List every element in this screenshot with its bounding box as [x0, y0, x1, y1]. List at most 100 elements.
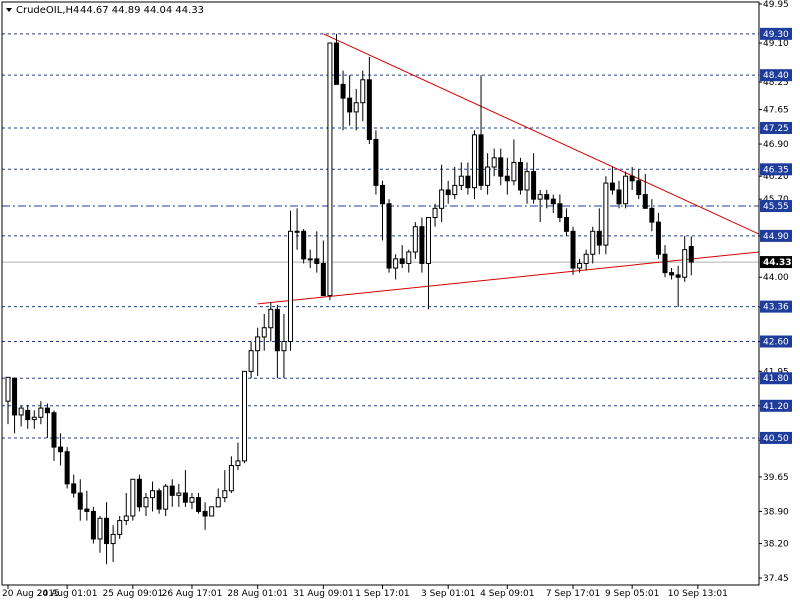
candle-body — [379, 184, 385, 205]
current-price-label: 44.33 — [763, 258, 791, 268]
candle-body — [616, 189, 622, 205]
trendline-support — [257, 251, 760, 305]
candle-body — [320, 262, 326, 297]
candle-body — [261, 327, 267, 338]
level-label-8: 41.80 — [763, 374, 789, 384]
candle-body — [511, 161, 517, 182]
candle-body — [209, 506, 215, 517]
level-badge-5 — [760, 229, 792, 242]
candle-body — [688, 245, 694, 263]
candle-body — [675, 274, 681, 278]
candle-body — [136, 478, 142, 508]
candle-body — [353, 102, 359, 113]
candle-body — [623, 175, 629, 205]
candle-body — [248, 350, 254, 372]
candle-body — [445, 189, 451, 196]
chart-header: CrudeOIL,H4 44.67 44.89 44.04 44.33 — [6, 5, 204, 16]
candle-body — [268, 308, 274, 329]
candle-body — [334, 42, 339, 85]
x-tick-label-6: 1 Sep 17:01 — [355, 589, 409, 599]
candle-body — [452, 184, 458, 196]
candle-body — [524, 171, 530, 191]
candle-body — [31, 416, 37, 421]
candle-body — [577, 262, 583, 269]
candle-body — [327, 42, 333, 297]
candle-body — [189, 497, 195, 503]
candle-body — [655, 221, 661, 255]
x-tick-label-1: 24 Aug 01:01 — [37, 589, 98, 599]
x-tick-label-0: 20 Aug 2015 — [2, 589, 60, 599]
x-tick-label-3: 26 Aug 17:01 — [162, 589, 223, 599]
candle-body — [669, 272, 675, 276]
candle-body — [583, 253, 589, 264]
y-tick-label-4: 46.90 — [763, 140, 789, 150]
level-badge-7 — [760, 335, 792, 348]
y-tick-label-0: 49.95 — [763, 0, 789, 10]
candle-body — [629, 175, 635, 182]
candle-body — [110, 533, 116, 545]
level-label-6: 43.36 — [763, 303, 789, 313]
level-label-9: 41.20 — [763, 402, 789, 412]
candle-body — [202, 510, 208, 517]
candle-body — [458, 175, 464, 186]
level-label-1: 48.40 — [763, 71, 789, 81]
y-tick-label-5: 46.20 — [763, 172, 789, 182]
candle-body — [90, 510, 96, 540]
level-badge-0 — [760, 27, 792, 40]
candle-body — [563, 217, 569, 232]
x-tick-label-2: 25 Aug 09:01 — [102, 589, 163, 599]
trendline-resistance — [323, 33, 760, 235]
candle-body — [156, 490, 162, 510]
candle-body — [215, 497, 221, 508]
dropdown-triangle-icon[interactable] — [6, 8, 12, 12]
candle-body — [504, 175, 510, 182]
candle-body — [471, 134, 477, 189]
x-tick-label-9: 7 Sep 17:01 — [546, 589, 600, 599]
candle-body — [176, 492, 182, 496]
y-tick-label-8: 44.00 — [763, 273, 789, 283]
candle-body — [642, 194, 648, 209]
candle-body — [609, 182, 615, 191]
candle-body — [38, 407, 44, 418]
candle-body — [517, 161, 523, 191]
y-tick-label-3: 47.65 — [763, 106, 789, 116]
candle-body — [498, 157, 504, 177]
candle-body — [117, 520, 123, 535]
candle-body — [44, 407, 50, 414]
x-tick-label-10: 9 Sep 05:01 — [605, 589, 659, 599]
candle-body — [340, 83, 346, 99]
level-label-7: 42.60 — [763, 338, 789, 348]
level-badge-3 — [760, 163, 792, 176]
level-label-10: 40.50 — [763, 434, 789, 444]
candle-body — [412, 226, 418, 253]
candle-body — [399, 258, 405, 264]
candle-body — [242, 370, 248, 462]
symbol-label: CrudeOIL,H4 — [16, 5, 79, 16]
level-badge-4 — [760, 200, 792, 213]
candle-body — [143, 497, 149, 508]
level-label-5: 44.90 — [763, 232, 789, 242]
candle-body — [682, 249, 688, 278]
candle-body — [97, 517, 103, 540]
level-badge-9 — [760, 399, 792, 412]
candle-body — [64, 451, 70, 485]
candle-body — [294, 230, 300, 233]
candle-body — [590, 230, 596, 255]
candle-body — [281, 341, 287, 352]
candle-body — [58, 446, 64, 453]
candle-body — [425, 217, 431, 264]
candle-body — [71, 483, 77, 494]
candle-body — [235, 460, 241, 466]
plot-frame — [1, 1, 760, 586]
candle-body — [301, 230, 307, 260]
candle-body — [544, 194, 550, 200]
current-price-badge — [760, 256, 792, 269]
level-badge-2 — [760, 121, 792, 134]
y-tick-label-2: 48.25 — [763, 78, 789, 88]
candle-body — [557, 203, 563, 219]
candle-body — [196, 497, 202, 512]
candle-body — [465, 175, 471, 189]
